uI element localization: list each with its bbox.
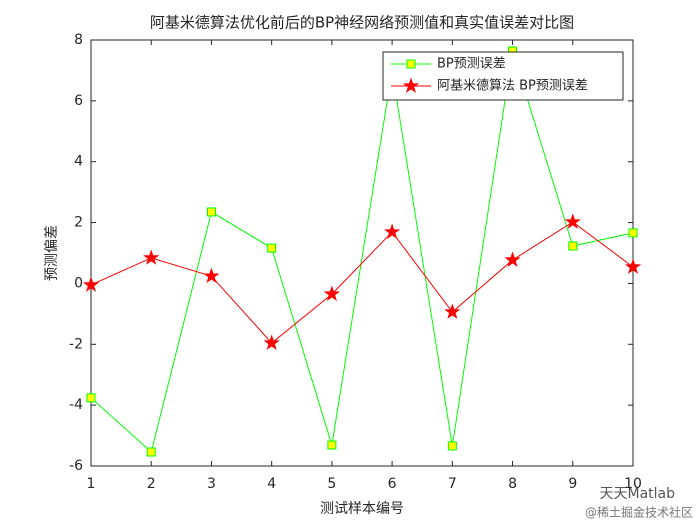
data-point (146, 447, 156, 457)
data-point (628, 228, 638, 238)
legend-marker (402, 77, 420, 93)
legend-label: BP预测误差 (437, 57, 506, 72)
data-point (447, 441, 457, 451)
data-point (263, 334, 280, 350)
data-point (568, 241, 578, 251)
watermark: @稀土掘金技术社区 (585, 505, 693, 520)
data-point (203, 267, 220, 284)
series-line (90, 50, 634, 453)
y-tick-label: -6 (69, 458, 83, 474)
series-line (90, 221, 634, 344)
y-tick-label: 0 (74, 275, 83, 291)
data-point (143, 249, 160, 265)
watermark: 天天Matlab (599, 486, 675, 502)
chart-title: 阿基米德算法优化前后的BP神经网络预测值和真实值误差对比图 (150, 14, 574, 32)
x-tick-label: 6 (388, 476, 397, 492)
data-point (206, 207, 216, 217)
legend-label: 阿基米德算法 BP预测误差 (437, 79, 588, 94)
plot-area (90, 39, 634, 467)
x-tick-label: 9 (568, 476, 577, 492)
legend-marker (406, 59, 416, 69)
y-tick-label: 2 (74, 215, 83, 231)
x-tick-label: 4 (267, 476, 276, 492)
y-axis-label: 预测偏差 (44, 225, 60, 281)
data-point (444, 303, 461, 319)
x-tick-label: 5 (327, 476, 336, 492)
data-point (383, 223, 401, 239)
x-tick-label: 2 (147, 476, 156, 492)
y-tick-label: 4 (74, 154, 83, 170)
x-tick-label: 10 (624, 476, 642, 492)
x-axis-label: 测试样本编号 (320, 501, 404, 517)
data-point (564, 213, 581, 229)
x-tick-label: 8 (508, 476, 517, 492)
data-point (323, 285, 341, 301)
data-point (504, 251, 521, 267)
x-tick-label: 3 (207, 476, 216, 492)
x-tick-label: 1 (87, 476, 96, 492)
data-point (86, 393, 96, 403)
y-tick-label: 8 (74, 32, 83, 48)
legend-box (382, 51, 624, 101)
x-tick-label: 7 (448, 476, 457, 492)
data-point (624, 258, 642, 274)
y-tick-label: 6 (74, 93, 83, 109)
data-point (327, 440, 337, 450)
y-tick-label: -2 (69, 336, 83, 352)
data-point (267, 243, 277, 253)
y-tick-label: -4 (69, 397, 83, 413)
data-point (82, 276, 100, 292)
